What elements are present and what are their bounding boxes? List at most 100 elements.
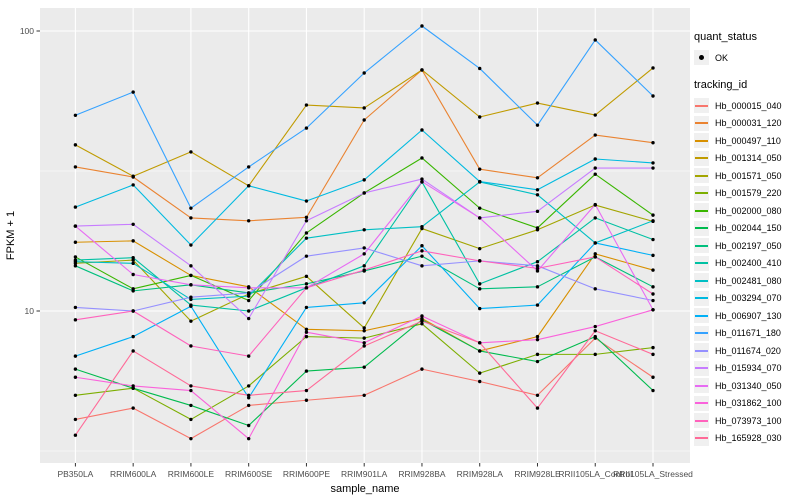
data-point xyxy=(593,252,597,256)
legend-label: Hb_002044_150 xyxy=(715,223,782,233)
data-point xyxy=(651,94,655,98)
data-point xyxy=(420,128,424,132)
data-point xyxy=(246,165,251,169)
legend-label-ok: OK xyxy=(715,52,729,63)
data-point xyxy=(362,329,366,333)
data-point xyxy=(593,255,597,259)
data-point xyxy=(362,341,366,345)
data-point xyxy=(362,301,366,305)
legend-line-icon xyxy=(695,384,708,387)
legend-item-Hb_015934_070: Hb_015934_070 xyxy=(694,360,800,376)
data-point xyxy=(593,334,597,339)
data-point xyxy=(420,177,424,181)
legend-title-tracking-id: tracking_id xyxy=(694,79,748,91)
axis-text: RRIM928LE xyxy=(514,469,561,479)
data-point xyxy=(651,375,655,379)
legend-key-swatch xyxy=(694,413,709,428)
data-point xyxy=(362,228,366,232)
data-point xyxy=(420,68,424,72)
data-point xyxy=(651,268,655,272)
legend-key-swatch xyxy=(694,325,709,341)
data-point xyxy=(362,264,366,268)
data-point xyxy=(189,273,193,278)
legend-key-swatch xyxy=(694,115,709,131)
data-point xyxy=(73,255,78,259)
data-point xyxy=(651,141,655,145)
data-point xyxy=(131,239,135,243)
data-point xyxy=(304,236,309,240)
data-point xyxy=(246,316,251,321)
data-point xyxy=(651,166,655,170)
data-point xyxy=(535,264,540,268)
legend-key-swatch xyxy=(694,430,709,446)
legend-label: Hb_001579_220 xyxy=(715,188,782,198)
legend-line-icon xyxy=(695,104,708,107)
data-point xyxy=(535,123,540,127)
legend-key-ok xyxy=(694,50,709,65)
axis-text: 10 xyxy=(25,306,35,316)
data-point xyxy=(535,226,540,230)
data-point xyxy=(535,334,540,339)
legend-label: Hb_011671_180 xyxy=(715,328,781,338)
axis-text: 100 xyxy=(20,26,34,36)
data-point xyxy=(535,209,540,214)
data-point xyxy=(420,322,424,326)
axis-text: FPKM + 1 xyxy=(5,211,17,260)
data-point xyxy=(246,403,251,408)
data-point xyxy=(131,349,135,353)
data-point xyxy=(131,406,135,410)
legend-label: Hb_000497_110 xyxy=(715,135,781,146)
axis-text: RRIM928BA xyxy=(398,469,446,479)
data-point xyxy=(73,259,78,264)
data-point xyxy=(73,264,78,268)
data-point xyxy=(73,375,78,379)
data-point xyxy=(189,216,193,220)
legend-key-swatch xyxy=(694,290,709,306)
legend-line-icon xyxy=(695,192,708,194)
data-point xyxy=(73,143,78,147)
data-point xyxy=(593,157,597,161)
axis-text: sample_name xyxy=(330,483,399,495)
legend-line-icon xyxy=(695,227,708,229)
data-point xyxy=(535,269,540,273)
data-point xyxy=(593,352,597,357)
legend-key-swatch xyxy=(694,203,709,218)
data-point xyxy=(131,384,135,388)
data-point xyxy=(304,334,309,339)
data-point xyxy=(246,393,251,397)
legend-label: Hb_002481_080 xyxy=(715,275,782,286)
legend-item-Hb_000031_120: Hb_000031_120 xyxy=(694,115,800,131)
data-point xyxy=(651,298,655,303)
data-point xyxy=(478,167,482,171)
data-point xyxy=(189,295,193,299)
legend-line-icon xyxy=(695,122,708,124)
legend-label: Hb_001571_050 xyxy=(715,170,782,181)
data-point xyxy=(189,344,193,348)
legend-item-Hb_001314_050: Hb_001314_050 xyxy=(694,150,800,166)
legend-key-swatch xyxy=(694,98,709,113)
data-point xyxy=(304,274,309,279)
data-point xyxy=(362,246,366,250)
data-point xyxy=(304,327,309,332)
axis-text: RRIM600LA xyxy=(110,469,157,479)
data-point xyxy=(478,349,482,353)
data-point xyxy=(651,292,655,296)
data-point xyxy=(593,133,597,137)
legend-key-swatch xyxy=(694,378,709,393)
legend-item-Hb_002197_050: Hb_002197_050 xyxy=(694,238,800,253)
data-point xyxy=(593,113,597,117)
legend-label: Hb_000015_040 xyxy=(715,100,782,111)
legend-item-Hb_001579_220: Hb_001579_220 xyxy=(694,185,800,201)
data-point xyxy=(593,287,597,291)
data-point xyxy=(420,249,424,253)
data-point xyxy=(189,243,193,247)
data-point xyxy=(651,237,655,242)
data-point xyxy=(420,319,424,323)
data-point xyxy=(478,306,482,311)
data-point xyxy=(246,354,251,358)
data-point xyxy=(73,433,78,437)
data-point xyxy=(304,199,309,203)
legend-title-quant-status: quant_status xyxy=(694,31,757,43)
legend-label: Hb_006907_130 xyxy=(715,310,782,321)
data-point xyxy=(246,294,251,298)
